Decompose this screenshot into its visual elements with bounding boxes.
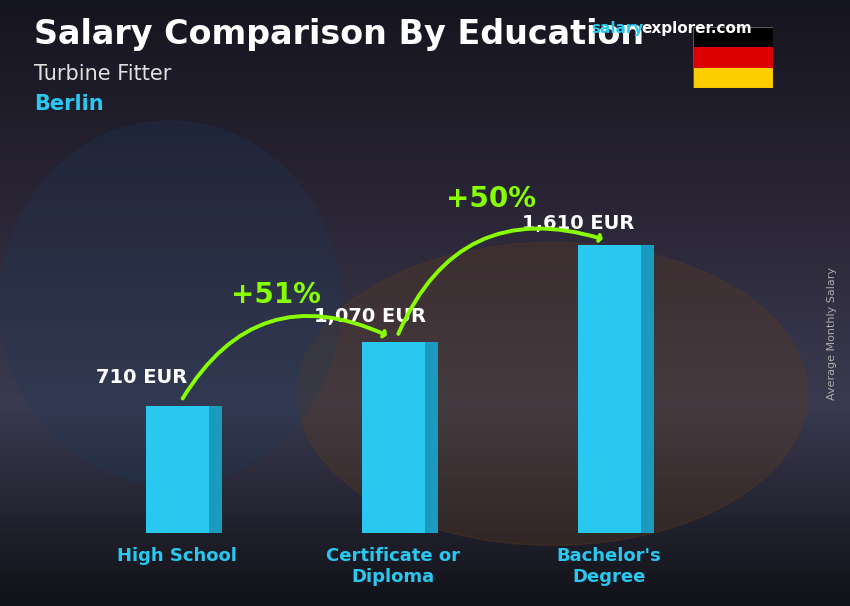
Text: 1,610 EUR: 1,610 EUR	[522, 214, 634, 233]
Text: +51%: +51%	[230, 281, 320, 309]
Bar	[578, 245, 641, 533]
Text: 710 EUR: 710 EUR	[96, 368, 188, 387]
Text: Average Monthly Salary: Average Monthly Salary	[827, 267, 837, 400]
Text: Salary Comparison By Education: Salary Comparison By Education	[34, 18, 644, 51]
Ellipse shape	[298, 242, 808, 545]
Bar	[146, 406, 209, 533]
Bar	[362, 342, 425, 533]
Bar	[693, 68, 774, 88]
Bar	[693, 27, 774, 47]
Text: explorer.com: explorer.com	[642, 21, 752, 36]
Polygon shape	[209, 406, 223, 533]
Polygon shape	[425, 342, 439, 533]
Text: 1,070 EUR: 1,070 EUR	[314, 307, 426, 326]
Ellipse shape	[0, 121, 340, 485]
Polygon shape	[641, 245, 654, 533]
Text: +50%: +50%	[446, 185, 536, 213]
Text: Berlin: Berlin	[34, 94, 104, 114]
Bar	[693, 47, 774, 68]
Text: salary: salary	[591, 21, 643, 36]
Text: Turbine Fitter: Turbine Fitter	[34, 64, 172, 84]
